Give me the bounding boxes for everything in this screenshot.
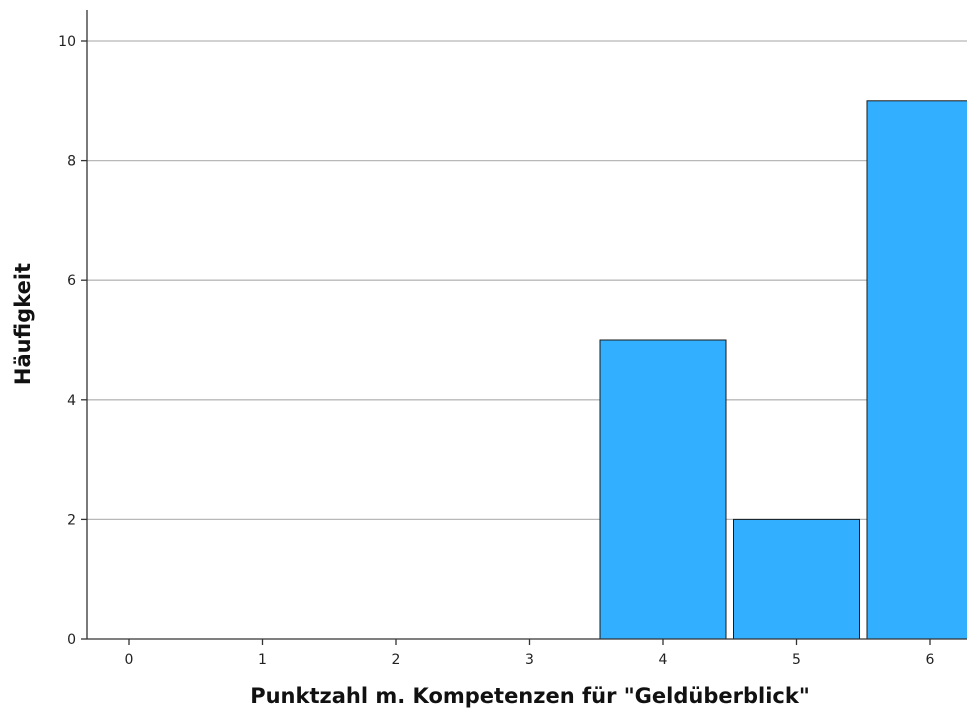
gridlines	[87, 40, 967, 521]
x-tick-label: 6	[926, 652, 935, 668]
x-tick-label: 3	[525, 652, 534, 668]
bar-6	[866, 100, 967, 640]
y-tick-label: 2	[67, 512, 76, 528]
x-tick-label: 5	[792, 652, 801, 668]
y-tick-label: 10	[58, 34, 76, 50]
y-tick-labels: 0 2 4 6 8 10	[58, 34, 87, 648]
y-tick-label: 6	[67, 273, 76, 289]
x-tick-label: 0	[125, 652, 134, 668]
bar-5	[733, 518, 860, 640]
x-tick-label: 4	[659, 652, 668, 668]
x-tick-labels: 0 1 2 3 4 5 6	[125, 639, 935, 668]
y-tick-label: 8	[67, 154, 76, 170]
bar-4	[599, 339, 727, 640]
y-tick-label: 0	[67, 632, 76, 648]
x-axis-title: Punktzahl m. Kompetenzen für "Geldüberbl…	[250, 684, 810, 708]
axes	[86, 10, 967, 640]
y-axis-title: Häufigkeit	[11, 263, 35, 385]
bars	[599, 100, 967, 640]
x-tick-label: 1	[258, 652, 267, 668]
y-tick-label: 4	[67, 393, 76, 409]
x-tick-label: 2	[392, 652, 401, 668]
